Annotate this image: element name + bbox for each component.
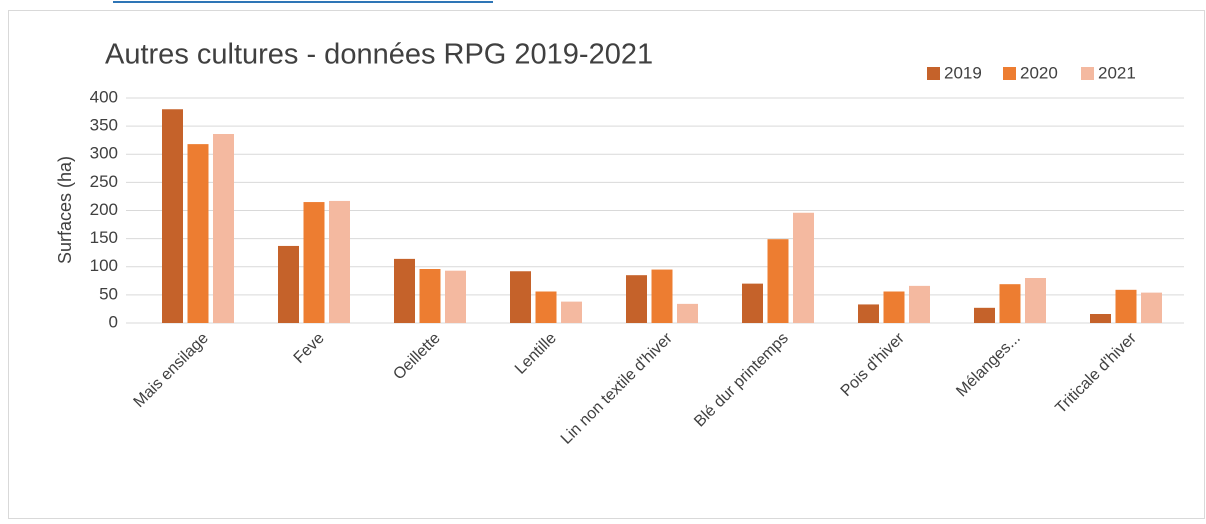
y-axis-label: Surfaces (ha) xyxy=(55,156,75,264)
bar xyxy=(1090,314,1111,323)
bar xyxy=(329,200,350,323)
bar xyxy=(303,202,325,323)
x-tick-label: Oeillette xyxy=(390,330,444,384)
y-tick-label: 50 xyxy=(99,284,118,303)
bar xyxy=(651,269,673,323)
bar xyxy=(1141,292,1162,323)
bar xyxy=(278,245,299,323)
y-tick-label: 250 xyxy=(90,172,118,191)
x-tick-label: Triticale d'hiver xyxy=(1052,329,1140,417)
x-tick-label: Feve xyxy=(291,330,328,367)
x-tick-label: Lin non textile d'hiver xyxy=(558,329,676,447)
x-tick-label: Mélanges... xyxy=(953,330,1024,401)
bar xyxy=(974,307,995,323)
legend-label: 2019 xyxy=(944,63,982,82)
x-tick-label: Pois d'hiver xyxy=(838,329,909,400)
legend-swatch xyxy=(927,67,940,80)
bar xyxy=(626,275,647,323)
legend-label: 2021 xyxy=(1098,63,1136,82)
bar xyxy=(767,239,789,323)
bar xyxy=(909,285,930,323)
bar xyxy=(793,212,814,323)
x-tick-label: Lentille xyxy=(512,330,560,378)
bar xyxy=(883,291,905,323)
bar xyxy=(742,283,763,323)
y-tick-label: 100 xyxy=(90,256,118,275)
legend-swatch xyxy=(1081,67,1094,80)
legend-label: 2020 xyxy=(1020,63,1058,82)
x-tick-label: Mais ensilage xyxy=(131,330,212,411)
bar xyxy=(1115,289,1137,323)
x-tick-label: Blé dur printemps xyxy=(691,330,792,431)
bar xyxy=(677,303,698,323)
y-tick-label: 400 xyxy=(90,87,118,106)
bar xyxy=(187,144,209,323)
y-tick-label: 350 xyxy=(90,116,118,135)
bar xyxy=(394,258,415,323)
bar xyxy=(858,304,879,323)
chart-title: Autres cultures - données RPG 2019-2021 xyxy=(105,39,653,71)
bar xyxy=(419,269,441,323)
bar xyxy=(535,291,557,323)
bar xyxy=(445,270,466,323)
legend-swatch xyxy=(1003,67,1016,80)
y-tick-label: 300 xyxy=(90,144,118,163)
y-tick-label: 150 xyxy=(90,228,118,247)
y-tick-label: 0 xyxy=(109,312,118,331)
bar xyxy=(162,109,183,323)
bar xyxy=(999,284,1021,323)
bar xyxy=(561,301,582,323)
bar xyxy=(1025,278,1046,323)
bar xyxy=(213,134,234,323)
y-tick-label: 200 xyxy=(90,200,118,219)
bar xyxy=(510,271,531,323)
